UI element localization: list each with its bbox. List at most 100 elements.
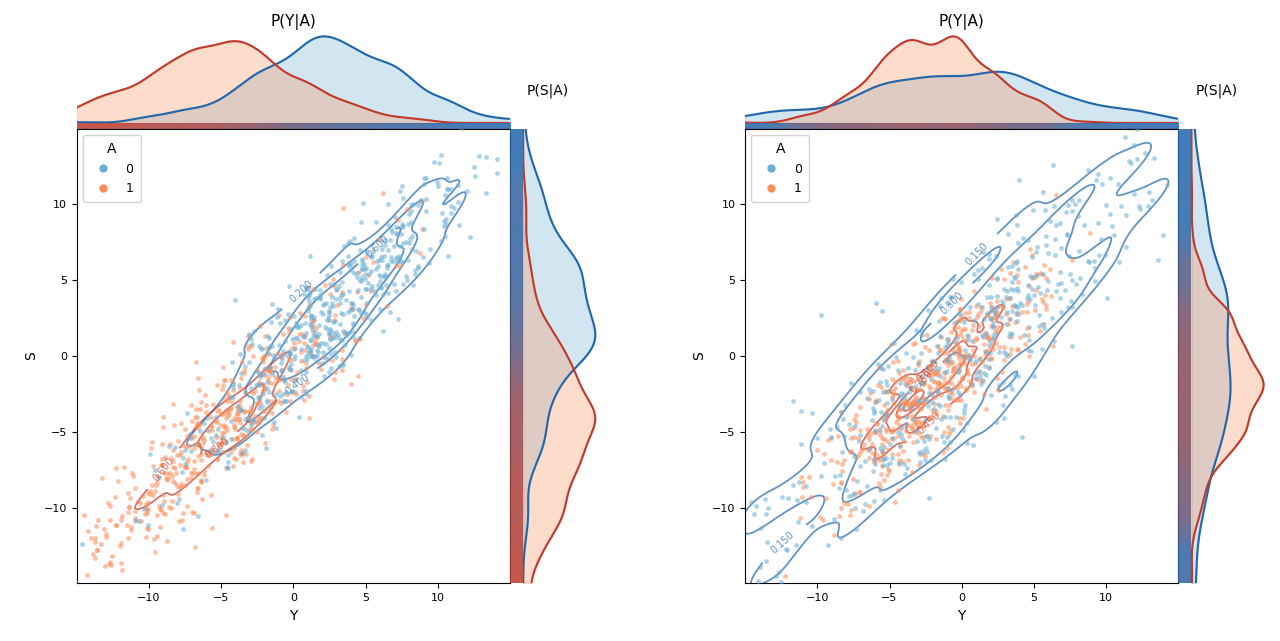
Point — [956, 330, 977, 340]
Point — [869, 429, 890, 440]
Point — [164, 442, 184, 452]
Point — [214, 375, 234, 385]
Point — [342, 320, 362, 331]
Point — [302, 318, 323, 328]
Point — [253, 413, 274, 423]
Point — [270, 351, 291, 362]
Point — [771, 578, 791, 588]
Point — [959, 350, 979, 360]
Point — [799, 472, 819, 482]
Point — [1138, 201, 1158, 212]
Point — [262, 367, 283, 378]
Point — [899, 387, 919, 397]
Point — [408, 261, 429, 271]
Point — [486, 154, 507, 164]
Point — [232, 422, 252, 433]
Point — [385, 253, 406, 263]
Point — [914, 342, 934, 352]
Point — [227, 432, 247, 442]
Point — [1016, 307, 1037, 317]
Point — [993, 342, 1014, 352]
Point — [800, 492, 820, 502]
Point — [972, 302, 992, 312]
Point — [323, 301, 343, 312]
Point — [933, 411, 954, 421]
Point — [381, 226, 402, 237]
Point — [975, 369, 996, 379]
Point — [1006, 301, 1027, 312]
Point — [1069, 246, 1089, 256]
Point — [1065, 199, 1085, 210]
Point — [169, 494, 189, 504]
Point — [814, 449, 835, 460]
Point — [435, 190, 456, 200]
Point — [223, 337, 243, 347]
Point — [160, 438, 180, 449]
Point — [351, 308, 371, 318]
Point — [974, 328, 995, 338]
Point — [321, 349, 342, 359]
Point — [246, 415, 266, 426]
Point — [897, 463, 918, 473]
Point — [928, 377, 948, 387]
Point — [980, 390, 1001, 400]
Point — [195, 470, 215, 480]
Point — [352, 263, 372, 274]
Point — [1051, 307, 1071, 317]
Point — [375, 240, 396, 251]
Point — [1012, 233, 1033, 244]
Point — [961, 381, 982, 392]
Point — [850, 403, 870, 413]
Point — [187, 467, 207, 478]
Point — [902, 414, 923, 424]
Point — [931, 293, 951, 303]
Point — [1062, 206, 1083, 216]
Point — [1126, 154, 1147, 165]
Point — [986, 338, 1006, 348]
Point — [332, 287, 352, 297]
Point — [164, 478, 184, 488]
Point — [987, 308, 1007, 319]
Point — [1039, 263, 1060, 274]
Point — [873, 387, 893, 397]
Point — [783, 395, 804, 406]
Point — [844, 431, 864, 442]
Point — [347, 287, 367, 297]
Point — [835, 399, 855, 410]
Point — [913, 421, 933, 431]
Point — [419, 258, 439, 269]
Point — [883, 397, 904, 408]
Point — [851, 446, 872, 456]
Point — [892, 365, 913, 375]
Point — [276, 406, 297, 417]
Point — [896, 412, 916, 422]
Point — [988, 385, 1009, 395]
Point — [187, 487, 207, 497]
Point — [832, 460, 852, 470]
Point — [937, 444, 957, 454]
Point — [404, 265, 425, 275]
Point — [984, 304, 1005, 315]
Point — [232, 448, 252, 458]
Point — [310, 292, 330, 303]
Point — [220, 375, 241, 385]
Point — [924, 356, 945, 366]
Point — [200, 426, 220, 436]
Point — [1085, 276, 1106, 286]
Point — [329, 361, 349, 371]
Point — [228, 405, 248, 415]
Point — [888, 412, 909, 422]
Point — [1007, 238, 1028, 248]
Point — [140, 487, 160, 497]
Point — [330, 267, 351, 277]
Point — [955, 400, 975, 410]
Point — [397, 275, 417, 285]
Point — [252, 401, 273, 412]
Point — [206, 417, 227, 427]
Point — [989, 347, 1010, 358]
Point — [961, 336, 982, 346]
Point — [897, 454, 918, 465]
Point — [306, 323, 326, 333]
Point — [58, 593, 78, 603]
Point — [873, 447, 893, 458]
